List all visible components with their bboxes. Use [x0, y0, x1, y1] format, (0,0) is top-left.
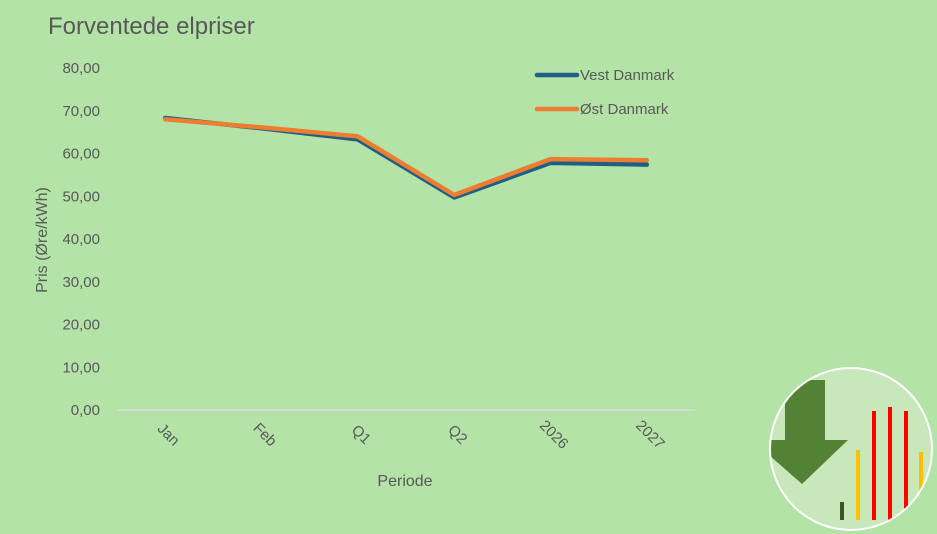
series-lines: [162, 115, 650, 200]
y-tick-label: 40,00: [62, 231, 100, 248]
y-tick-label: 0,00: [71, 402, 100, 419]
y-axis-ticks: 0,00 10,00 20,00 30,00 40,00 50,00 60,00 70,00 8…: [62, 60, 100, 419]
y-tick-label: 60,00: [62, 146, 100, 163]
legend: Vest Danmark Øst Danmark: [534, 67, 675, 118]
down-arrow-icon: [771, 380, 848, 484]
y-tick-label: 20,00: [62, 317, 100, 334]
y-tick-label: 10,00: [62, 359, 100, 376]
x-tick-label: Jan: [154, 420, 183, 449]
series-line: [162, 117, 650, 198]
x-tick-label: 2027: [632, 417, 668, 453]
bar-red: [872, 411, 876, 520]
legend-label: Vest Danmark: [580, 67, 675, 84]
x-tick-label: Q2: [444, 422, 470, 448]
y-axis-title: Pris (Øre/kWh): [34, 187, 51, 293]
x-tick-label: Q1: [348, 422, 374, 448]
x-axis-ticks: Jan Feb Q1 Q2 2026 2027: [154, 417, 668, 453]
y-tick-label: 30,00: [62, 274, 100, 291]
price-down-arrow-bars-icon: [769, 367, 933, 531]
x-axis-title: Periode: [377, 473, 432, 490]
y-tick-label: 80,00: [62, 60, 100, 77]
bar-dark: [840, 502, 844, 520]
bar-red: [904, 411, 908, 520]
x-tick-label: 2026: [536, 417, 572, 453]
y-tick-label: 50,00: [62, 188, 100, 205]
chart-title: Forventede elpriser: [48, 13, 255, 40]
x-tick-label: Feb: [250, 420, 280, 450]
y-tick-label: 70,00: [62, 103, 100, 120]
bar-red: [888, 407, 892, 520]
bar-yellow: [919, 452, 923, 520]
legend-label: Øst Danmark: [580, 101, 669, 118]
bar-yellow: [856, 450, 860, 520]
